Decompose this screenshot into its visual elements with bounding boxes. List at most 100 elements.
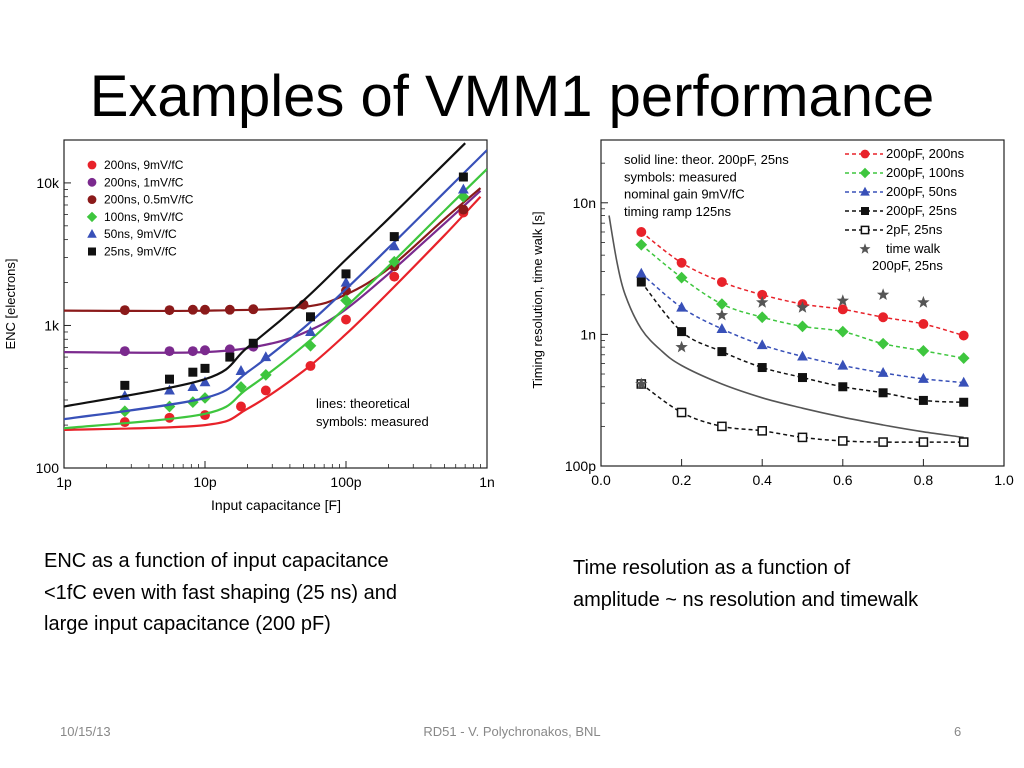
data-point (187, 346, 198, 357)
data-point (957, 352, 970, 364)
data-point (235, 381, 247, 393)
data-point (878, 312, 889, 323)
data-point (918, 437, 929, 447)
left-caption-line: large input capacitance (200 pF) (44, 613, 331, 635)
data-point (676, 301, 687, 312)
data-point (260, 385, 271, 396)
data-point (164, 374, 174, 384)
x-tick-label: 10p (193, 474, 217, 490)
data-point (119, 305, 130, 316)
data-point (859, 167, 871, 179)
data-point (199, 392, 211, 404)
legend-label: 200pF, 200ns (886, 146, 965, 161)
x-tick-label: 1p (56, 474, 72, 490)
legend-label: 25ns, 9mV/fC (104, 245, 177, 259)
data-point (87, 195, 97, 205)
data-point (164, 305, 175, 316)
chart-annotation: lines: theoretical (316, 396, 410, 411)
chart-annotation: timing ramp 125ns (624, 204, 731, 219)
data-point (260, 351, 272, 362)
footer-page-number: 6 (954, 724, 962, 739)
x-tick-label: 1n (479, 474, 495, 490)
data-point (200, 304, 210, 315)
data-point (917, 344, 930, 357)
data-point (797, 299, 808, 310)
legend-label: 200pF, 100ns (886, 165, 965, 180)
data-point (458, 207, 469, 218)
data-point (675, 271, 688, 284)
series-line (64, 187, 482, 313)
legend-label: 200pF, 25ns (886, 203, 957, 218)
right-caption-line: Time resolution as a function of (573, 557, 851, 579)
plot-frame (600, 139, 1005, 467)
series-line (640, 244, 964, 359)
legend-label: time walk (886, 241, 941, 256)
series-line (640, 281, 964, 404)
data-point (236, 401, 246, 412)
plot-frame (63, 139, 488, 469)
data-point (164, 384, 175, 395)
data-point (235, 365, 247, 375)
data-point (164, 346, 175, 357)
y-tick-label: 1k (44, 317, 60, 333)
legend-label: 200ns, 0.5mV/fC (104, 193, 194, 207)
footer-center: RD51 - V. Polychronakos, BNL (423, 724, 601, 739)
x-tick-label: 0.0 (591, 472, 611, 488)
data-point (636, 277, 646, 287)
data-point (120, 380, 130, 390)
data-point (259, 369, 272, 381)
right-caption: Time resolution as a function of amplitu… (573, 553, 918, 616)
y-tick-label: 100 (36, 460, 60, 476)
data-point (341, 269, 351, 279)
data-point (836, 325, 849, 338)
data-point (860, 149, 870, 159)
data-point (756, 339, 768, 350)
y-tick-label: 1n (580, 326, 596, 342)
data-point (878, 437, 888, 447)
data-point (248, 341, 259, 352)
y-axis-label: ENC [electrons] (3, 258, 18, 349)
data-point (675, 340, 688, 353)
data-point (119, 390, 131, 401)
data-point (304, 339, 317, 352)
x-axis-label: Input capacitance [F] (211, 497, 341, 513)
slide-title: Examples of VMM1 performance (89, 64, 935, 129)
data-point (838, 436, 848, 446)
data-point (798, 373, 807, 383)
data-point (676, 407, 687, 418)
data-point (959, 397, 969, 407)
data-point (797, 350, 808, 361)
data-point (340, 276, 352, 287)
data-point (859, 243, 871, 254)
series-line (64, 168, 487, 430)
chart-annotation: solid line: theor. 200pF, 25ns (624, 152, 789, 167)
data-point (878, 388, 888, 398)
data-point (388, 255, 401, 268)
data-point (837, 304, 848, 315)
data-point (119, 417, 130, 428)
data-point (757, 363, 767, 373)
data-point (796, 301, 809, 313)
data-point (717, 421, 727, 432)
chart-annotation: nominal gain 9mV/fC (624, 187, 745, 202)
data-point (188, 367, 198, 377)
data-point (861, 207, 869, 215)
series-line (64, 195, 482, 432)
data-point (341, 285, 351, 296)
x-tick-label: 0.6 (833, 472, 853, 488)
data-point (389, 232, 399, 242)
data-point (458, 204, 469, 215)
legend-label: 200pF, 50ns (886, 184, 957, 199)
y-tick-label: 10k (36, 175, 60, 191)
series-line (640, 272, 964, 384)
data-point (118, 405, 131, 418)
data-point (457, 190, 470, 203)
data-point (187, 381, 199, 392)
data-point (298, 299, 309, 310)
data-point (635, 267, 647, 278)
left-caption-line: <1fC even with fast shaping (25 ns) and (44, 581, 397, 604)
data-point (248, 304, 259, 315)
data-point (918, 395, 928, 405)
data-point (757, 426, 768, 436)
legend-label: 100ns, 9mV/fC (104, 210, 184, 224)
